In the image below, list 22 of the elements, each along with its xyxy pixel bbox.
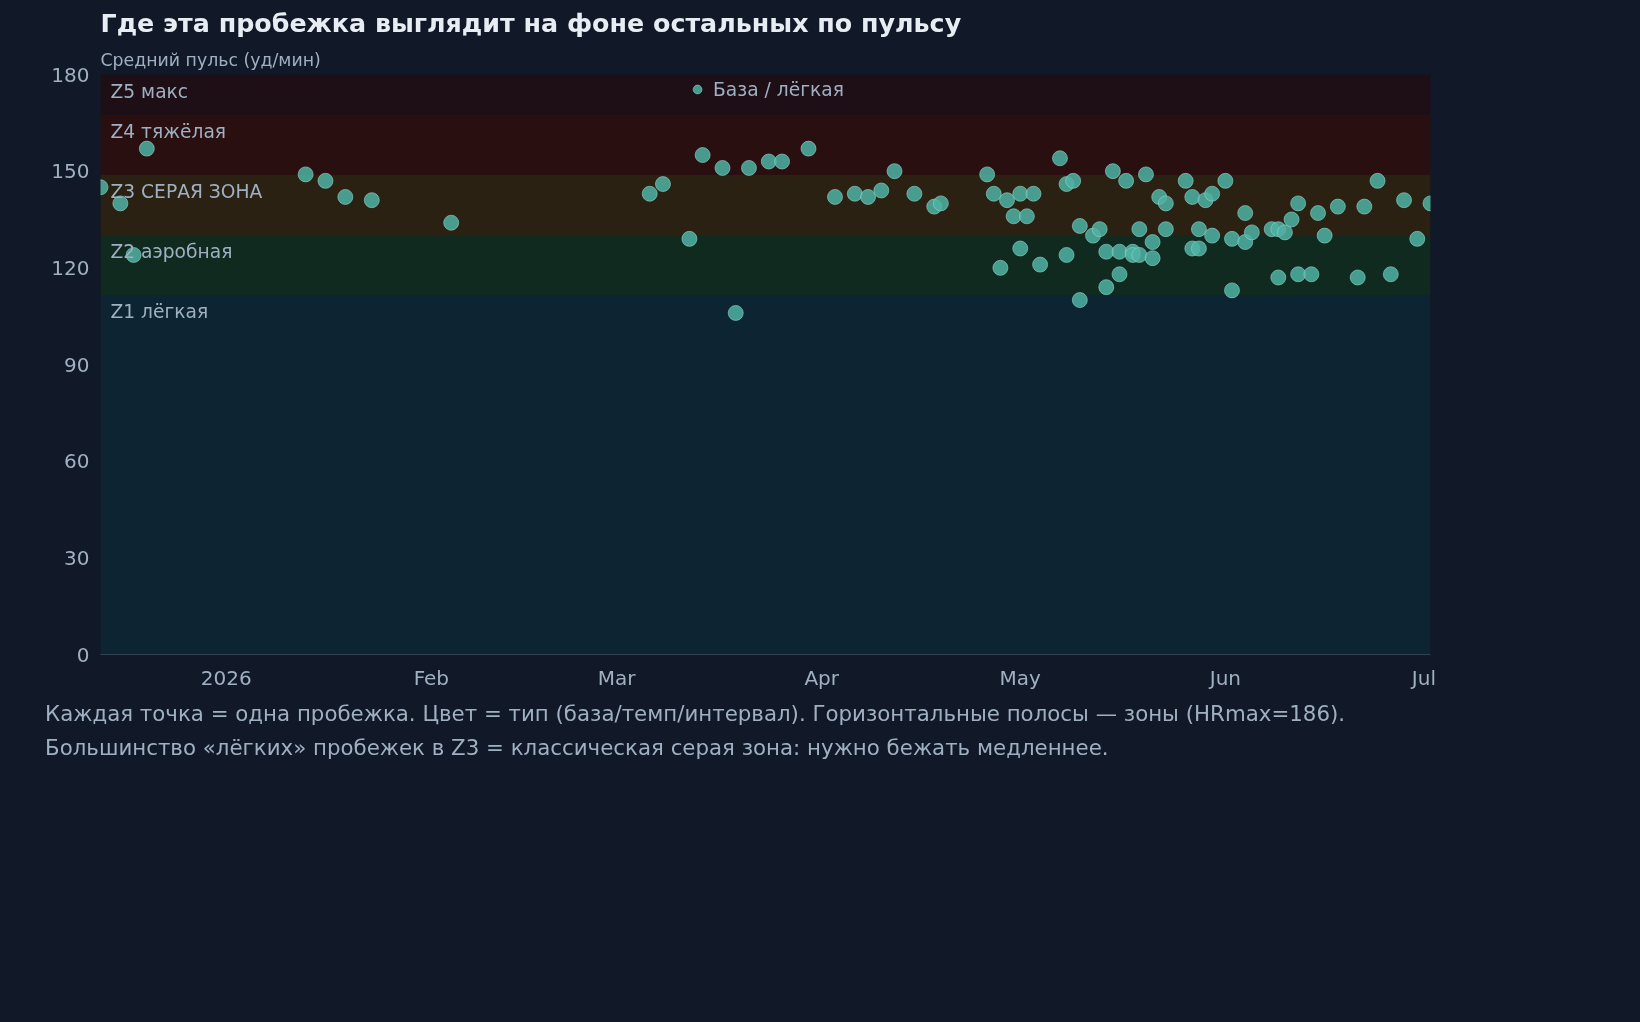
x-tick-label: Apr (804, 665, 840, 690)
y-tick-label: 90 (64, 352, 90, 377)
y-tick-label: 180 (51, 62, 90, 87)
y-axis-title: Средний пульс (уд/мин) (100, 49, 321, 70)
text: Каждая точка = одна пробежка. Цвет = тип (база/темп/интервал). Горизонтальные полосы — зоны (HRmax=186). Большинство «лёгких» пробежек в Z3 = классическая серая зона: нужно бежать медленнее. (44, 700, 1347, 763)
y-tick-label: 150 (51, 159, 90, 184)
y-tick-label: 120 (51, 255, 90, 280)
x-tick-label: Feb (413, 665, 450, 690)
y-tick-label: 30 (64, 545, 90, 570)
band-label: Z1 лёгкая (110, 300, 209, 322)
band-label: Z5 макс (110, 80, 189, 102)
x-tick-label: May (999, 665, 1042, 690)
y-tick-label: 0 (76, 642, 90, 667)
band-label: Z4 тяжёлая (110, 121, 227, 143)
x-tick-label: Jul (1409, 665, 1436, 690)
x-tick-label: Mar (597, 665, 637, 690)
x-tick-label: 2026 (200, 665, 252, 690)
band-label: Z3 СЕРАЯ ЗОНА (110, 181, 263, 203)
y-tick-label: 60 (64, 449, 90, 474)
legend-label: База / лёгкая (713, 78, 844, 100)
x-tick-label: Jun (1207, 665, 1241, 690)
chart-title: Где эта пробежка выглядит на фоне остальных по пульсу (100, 7, 962, 38)
